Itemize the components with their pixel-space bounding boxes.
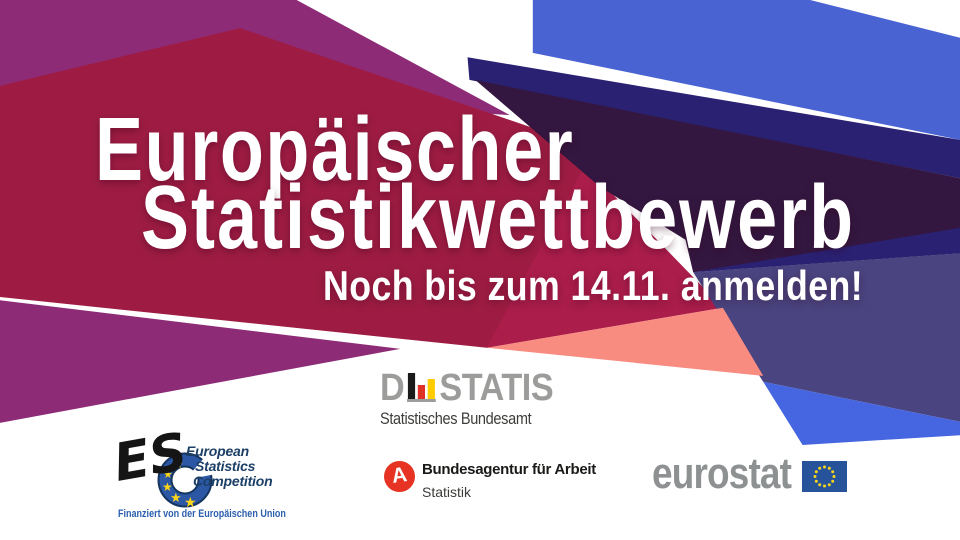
bundesagentur-subtitle: Statistik (422, 484, 472, 500)
eu-flag-icon (802, 461, 847, 492)
esc-crescent-icon: ★ ★ ★ ★ ★ (157, 452, 216, 511)
esc-funding-note: Finanziert von der Europäischen Union (118, 508, 286, 520)
eurostat-logo: eurostat (652, 449, 847, 500)
svg-text:★: ★ (163, 468, 173, 481)
esc-name-line: Competition (193, 473, 273, 489)
destatis-bar-red (417, 385, 425, 399)
destatis-wordmark-suffix: STATIS (439, 367, 554, 409)
bundesagentur-circle-icon (384, 461, 415, 492)
svg-text:★: ★ (162, 480, 173, 494)
svg-text:★: ★ (170, 491, 182, 506)
esc-name-line: Statistics (195, 458, 256, 474)
esc-monogram: ES (109, 422, 192, 494)
destatis-subtitle: Statistisches Bundesamt (380, 409, 532, 428)
headline-line-2: Statistikwettbewerb (141, 168, 856, 268)
svg-text:★: ★ (184, 495, 197, 511)
bundesagentur-a-monogram: A (390, 462, 409, 488)
svg-text:★: ★ (174, 460, 183, 471)
esc-logo: ★ ★ ★ ★ ★ ES European Statistics Competi… (109, 422, 302, 529)
destatis-bar-gold (427, 379, 435, 399)
eurostat-wordmark: eurostat (652, 449, 792, 498)
headline-line-1: Europäischer (95, 100, 575, 200)
subheadline: Noch bis zum 14.11. anmelden! (323, 262, 864, 309)
bundesagentur-title: Bundesagentur für Arbeit (422, 461, 596, 478)
destatis-logo: D STATIS Statistisches Bundesamt (380, 367, 554, 429)
destatis-bar-black (407, 373, 416, 399)
destatis-barchart-icon (406, 368, 436, 402)
esc-name: European Statistics Competition (186, 443, 273, 489)
destatis-wordmark: D STATIS (380, 367, 554, 409)
esc-name-line: European (186, 443, 249, 459)
destatis-wordmark-prefix: D (380, 367, 405, 409)
